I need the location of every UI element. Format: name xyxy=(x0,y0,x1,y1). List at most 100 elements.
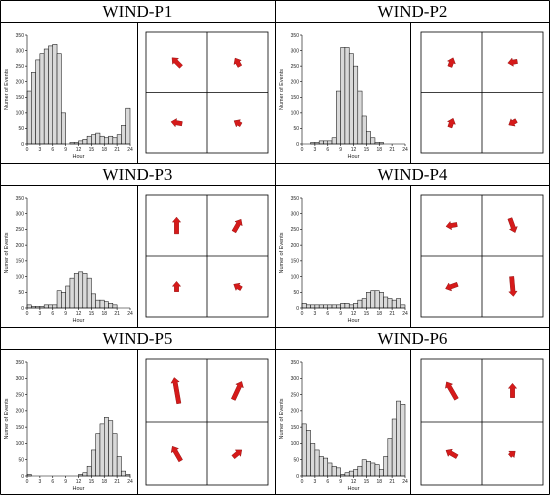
x-tick-label: 15 xyxy=(364,147,370,153)
y-axis-label: Numer of Events xyxy=(4,69,10,110)
histogram-bar xyxy=(86,465,92,477)
histogram-bar xyxy=(318,140,324,145)
y-tick-label: 50 xyxy=(18,458,24,464)
wind-arrow xyxy=(170,377,182,405)
y-tick-label: 200 xyxy=(16,243,25,249)
histogram-bar xyxy=(327,304,333,309)
histogram-bar xyxy=(361,298,367,309)
histogram-bar xyxy=(336,90,341,145)
histogram-bar xyxy=(361,459,367,477)
histogram-bar xyxy=(78,140,84,145)
histogram-bar xyxy=(379,469,384,477)
histogram-bar xyxy=(99,299,105,309)
x-tick-label: 21 xyxy=(389,311,395,317)
x-tick-label: 18 xyxy=(376,147,382,153)
histogram-bar xyxy=(99,135,105,145)
wind-arrow xyxy=(233,57,243,68)
x-tick-label: 24 xyxy=(402,311,408,317)
histogram-bar xyxy=(331,465,337,477)
histogram-bar xyxy=(43,304,49,309)
x-tick-label: 6 xyxy=(51,479,54,485)
histogram-bar xyxy=(370,137,376,145)
histogram-bar xyxy=(82,139,88,145)
histogram-bar xyxy=(112,433,118,477)
x-tick-label: 18 xyxy=(101,479,107,485)
panel-5: WIND-P5 0 50 100 150 200 250 300 350 0 3 6 9 12 15 18 21… xyxy=(4,329,269,492)
y-tick-label: 0 xyxy=(21,306,24,312)
x-tick-label: 15 xyxy=(89,311,95,317)
x-tick-label: 3 xyxy=(38,311,41,317)
histogram-bar xyxy=(357,90,363,145)
histogram-bar xyxy=(301,423,307,477)
histogram-bar xyxy=(108,303,114,309)
histogram-bar xyxy=(39,53,45,145)
x-tick-label: 12 xyxy=(351,147,357,153)
histogram-bar xyxy=(61,112,66,145)
x-tick-label: 0 xyxy=(26,479,29,485)
y-tick-label: 200 xyxy=(16,80,25,86)
histogram-bar xyxy=(52,304,58,309)
x-tick-label: 24 xyxy=(402,147,408,153)
histogram-bar xyxy=(323,140,329,145)
histogram-bar xyxy=(314,304,320,309)
x-tick-label: 15 xyxy=(89,147,95,153)
histogram-bar xyxy=(56,53,62,145)
y-tick-label: 100 xyxy=(16,274,25,280)
x-tick-label: 18 xyxy=(101,147,107,153)
y-tick-label: 350 xyxy=(16,196,25,202)
x-tick-label: 0 xyxy=(26,311,29,317)
x-axis-label: Hour xyxy=(73,318,85,324)
histogram-bar xyxy=(353,65,359,145)
y-tick-label: 250 xyxy=(16,392,25,398)
x-tick-label: 0 xyxy=(26,147,29,153)
y-tick-label: 150 xyxy=(291,95,300,101)
wind-arrow xyxy=(445,448,459,459)
histogram-bar xyxy=(43,48,49,145)
x-tick-label: 24 xyxy=(402,479,408,485)
wind-arrow xyxy=(171,280,182,292)
y-tick-label: 300 xyxy=(291,48,300,54)
wind-arrow xyxy=(508,450,516,459)
histogram-bar xyxy=(310,443,316,477)
y-tick-label: 200 xyxy=(291,409,300,415)
wind-arrow xyxy=(445,221,458,231)
wind-arrow xyxy=(508,118,518,127)
x-tick-label: 21 xyxy=(389,147,395,153)
histogram-bar xyxy=(91,449,96,477)
y-tick-label: 350 xyxy=(291,360,300,366)
y-tick-label: 100 xyxy=(291,111,300,117)
panel-2: WIND-P2 0 50 100 150 200 250 300 350 0 3 6 9 12 15 18 21… xyxy=(279,2,544,160)
x-axis-label: Hour xyxy=(348,154,360,160)
histogram-bar xyxy=(318,304,324,309)
y-tick-label: 150 xyxy=(291,425,300,431)
y-tick-label: 300 xyxy=(291,376,300,382)
x-tick-label: 15 xyxy=(364,311,370,317)
histogram-bar xyxy=(121,125,126,145)
y-tick-label: 50 xyxy=(293,290,299,296)
x-tick-label: 6 xyxy=(326,479,329,485)
histogram-bar xyxy=(48,45,53,145)
histogram-bar xyxy=(340,303,346,309)
histogram-bar xyxy=(340,47,346,145)
y-tick-label: 250 xyxy=(16,227,25,233)
y-tick-label: 250 xyxy=(16,64,25,70)
y-tick-label: 200 xyxy=(16,409,25,415)
wind-arrow xyxy=(447,57,456,68)
y-axis-label: Numer of Events xyxy=(279,232,285,273)
panel-4: WIND-P4 0 50 100 150 200 250 300 350 0 3 6 9 12 15 18 21… xyxy=(279,165,544,324)
y-tick-label: 350 xyxy=(291,33,300,39)
x-axis-label: Hour xyxy=(348,486,360,492)
histogram-bar xyxy=(91,134,96,145)
histogram-bar xyxy=(52,44,58,145)
histogram-bar xyxy=(348,304,354,309)
histogram-bar xyxy=(82,472,88,477)
y-tick-label: 50 xyxy=(18,290,24,296)
histogram-bar xyxy=(361,115,367,145)
wind-arrow xyxy=(445,281,459,292)
panel-title: WIND-P4 xyxy=(378,165,448,184)
histogram-bar xyxy=(366,292,371,309)
histogram-bar xyxy=(104,137,109,145)
x-tick-label: 9 xyxy=(64,147,67,153)
wind-arrow xyxy=(233,119,243,128)
